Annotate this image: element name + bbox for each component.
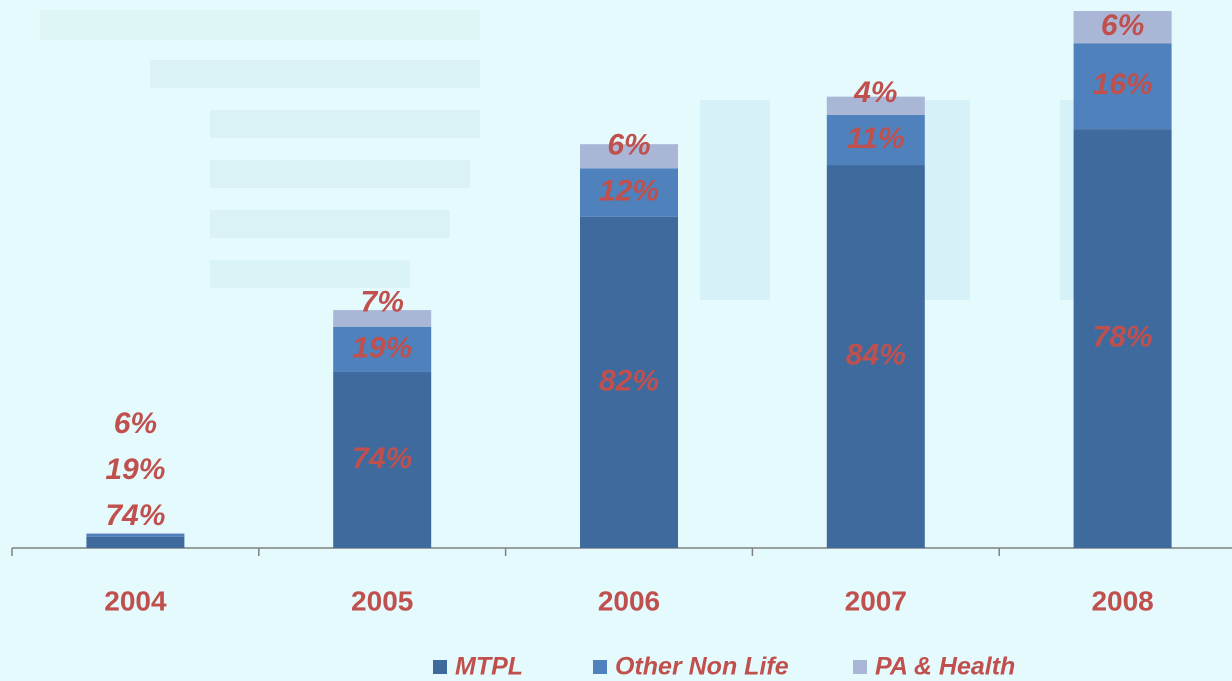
legend-label: MTPL (455, 653, 523, 681)
legend-swatch (853, 660, 867, 674)
bar-segment (580, 168, 678, 217)
data-label: 12% (599, 175, 659, 208)
x-tick-label: 2008 (1091, 585, 1153, 616)
data-label: 84% (846, 338, 906, 371)
x-tick-label: 2007 (845, 585, 907, 616)
data-label: 6% (607, 129, 650, 162)
data-label: 6% (1101, 9, 1144, 42)
bar-segment (86, 534, 185, 537)
bar-segment (333, 326, 432, 372)
data-label: 82% (599, 364, 659, 397)
bar-segment (333, 371, 432, 548)
legend-label: Other Non Life (615, 653, 789, 681)
data-label: 74% (352, 442, 412, 475)
x-tick-label: 2004 (104, 585, 167, 616)
data-label: 11% (847, 122, 905, 155)
legend-swatch (593, 660, 607, 674)
data-label: 78% (1093, 320, 1153, 353)
data-label: 7% (361, 285, 404, 318)
data-label: 74% (105, 499, 165, 532)
x-tick-label: 2006 (598, 585, 660, 616)
data-label: 4% (853, 76, 897, 109)
x-tick-label: 2005 (351, 585, 413, 616)
bar-segment (826, 96, 925, 115)
legend-label: PA & Health (875, 653, 1015, 681)
bar-segment (1073, 11, 1172, 44)
bar-segment (333, 310, 432, 327)
legend-swatch (433, 660, 447, 674)
bar-segment (1073, 43, 1172, 130)
data-label: 16% (1093, 68, 1153, 101)
bar-segment (1073, 129, 1172, 548)
data-label: 19% (105, 453, 165, 486)
bar-segment (580, 216, 678, 548)
bar-segment (86, 536, 185, 548)
bar-segment (826, 114, 925, 166)
bar-segment (86, 533, 185, 535)
data-label: 6% (114, 407, 157, 440)
data-label: 19% (352, 331, 412, 364)
bar-segment (826, 165, 925, 548)
bar-segment (580, 144, 678, 169)
